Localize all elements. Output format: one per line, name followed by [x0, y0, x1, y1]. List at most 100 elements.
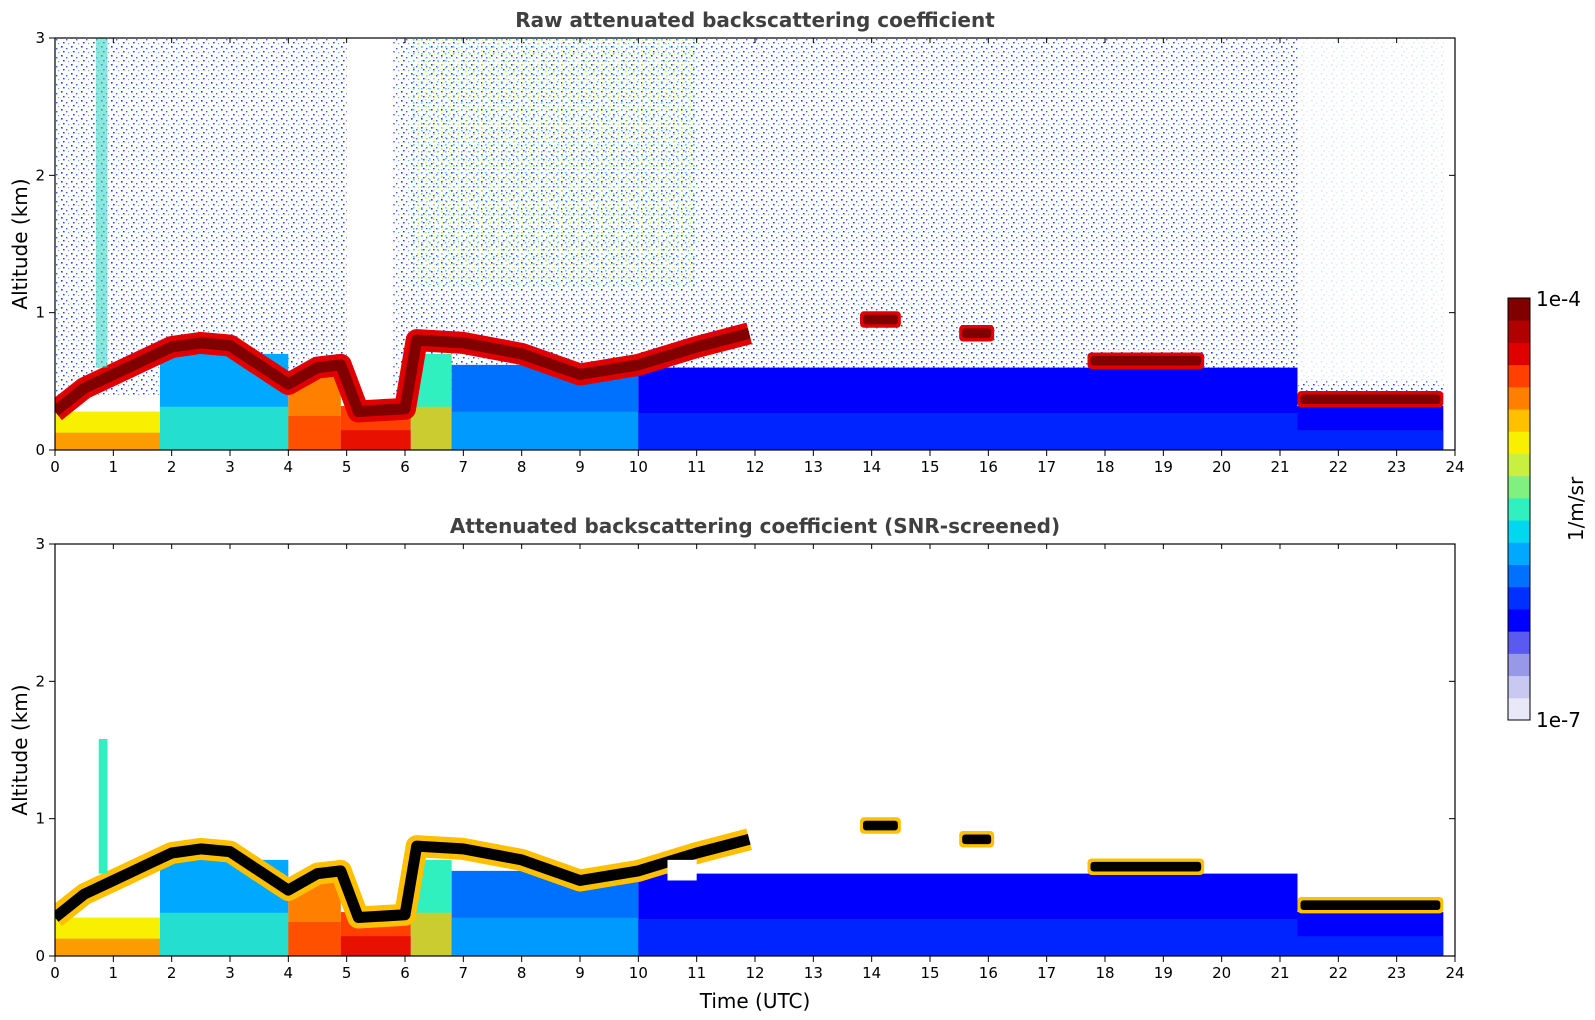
- x-tick-label: 16: [979, 458, 998, 476]
- aerosol-band-core: [55, 938, 160, 956]
- cloud-layer: [55, 327, 751, 417]
- cloud-layer: [55, 833, 751, 923]
- x-tick-label: 11: [687, 964, 706, 982]
- x-tick-label: 23: [1387, 964, 1406, 982]
- colorbar-strip: [1508, 342, 1530, 366]
- screened-gap: [755, 853, 814, 871]
- colorbar-strip: [1508, 697, 1530, 721]
- colorbar-strips: [1508, 298, 1530, 721]
- colorbar-strip: [1508, 386, 1530, 410]
- broken-cloud: [863, 314, 898, 325]
- broken-cloud: [1300, 900, 1441, 910]
- plot-area: [55, 739, 1444, 956]
- x-tick-label: 22: [1329, 964, 1348, 982]
- noise-gap: [346, 38, 394, 396]
- x-tick-label: 0: [50, 964, 60, 982]
- colorbar-strip: [1508, 453, 1530, 477]
- y-axis-label: Altitude (km): [8, 178, 32, 309]
- x-tick-label: 5: [342, 458, 352, 476]
- screened-plume: [98, 739, 108, 874]
- x-tick-label: 10: [629, 964, 648, 982]
- y-tick-label: 0: [35, 441, 45, 459]
- broken-cloud: [1090, 355, 1202, 366]
- colorbar-strip: [1508, 520, 1530, 543]
- x-tick-label: 15: [920, 964, 939, 982]
- colorbar-strip: [1508, 475, 1530, 499]
- colorbar-strip: [1508, 608, 1530, 632]
- x-tick-label: 8: [517, 458, 527, 476]
- x-tick-label: 10: [629, 458, 648, 476]
- x-tick-label: 18: [1095, 964, 1114, 982]
- x-tick-label: 3: [225, 964, 235, 982]
- x-tick-label: 1: [109, 964, 119, 982]
- colorbar-unit-label: 1/m/sr: [1564, 476, 1588, 541]
- aerosol-band-core: [638, 412, 1298, 450]
- raw-backscatter-panel: Raw attenuated backscattering coefficien…: [8, 8, 1465, 476]
- colorbar-strip: [1508, 497, 1530, 521]
- x-tick-label: 9: [575, 458, 585, 476]
- x-tick-label: 24: [1445, 964, 1464, 982]
- x-tick-label: 12: [745, 458, 764, 476]
- x-tick-label: 21: [1270, 458, 1289, 476]
- broken-cloud: [863, 820, 898, 831]
- x-tick-label: 23: [1387, 458, 1406, 476]
- aerosol-band-core: [1297, 936, 1444, 956]
- aerosol-band-core: [638, 918, 1298, 956]
- y-tick-label: 3: [35, 29, 45, 47]
- x-tick-label: 18: [1095, 458, 1114, 476]
- x-tick-label: 15: [920, 458, 939, 476]
- x-tick-label: 4: [284, 458, 294, 476]
- aerosol-band-core: [288, 922, 341, 956]
- y-axis-ticks: 0 1 2 3: [35, 29, 1455, 459]
- noise-gap: [1297, 38, 1444, 382]
- aerosol-band-core: [288, 416, 341, 450]
- x-tick-label: 4: [284, 964, 294, 982]
- colorbar-strip: [1508, 631, 1530, 654]
- aerosol-band-core: [55, 432, 160, 450]
- x-tick-label: 9: [575, 964, 585, 982]
- colorbar-strip: [1508, 653, 1530, 677]
- y-tick-label: 2: [35, 166, 45, 184]
- x-tick-label: 19: [1154, 964, 1173, 982]
- x-tick-label: 3: [225, 458, 235, 476]
- screened-gap: [667, 859, 697, 881]
- colorbar-strip: [1508, 431, 1530, 454]
- y-tick-label: 1: [35, 810, 45, 828]
- x-axis-ticks: 0 1 2 3 4 5 6 7 8 9 10 11 12 13 14 15 16 17 18 19 20 21 22 23 24: [50, 38, 1465, 476]
- x-tick-label: 20: [1212, 458, 1231, 476]
- colorbar-strip: [1508, 564, 1530, 588]
- colorbar-strip: [1508, 320, 1530, 343]
- snr-screened-panel: Attenuated backscattering coefficient (S…: [8, 514, 1465, 1013]
- colorbar-strip: [1508, 298, 1530, 321]
- x-tick-label: 2: [167, 458, 177, 476]
- raw-plume: [95, 38, 108, 368]
- broken-cloud: [962, 328, 992, 339]
- colorbar-frame: [1507, 297, 1531, 721]
- x-tick-label: 8: [517, 964, 527, 982]
- y-axis-label: Altitude (km): [8, 684, 32, 815]
- x-tick-label: 17: [1037, 964, 1056, 982]
- aerosol-band-core: [410, 406, 452, 450]
- y-tick-label: 3: [35, 535, 45, 553]
- aerosol-band-core: [1297, 430, 1444, 450]
- x-tick-label: 2: [167, 964, 177, 982]
- x-tick-label: 13: [804, 458, 823, 476]
- x-tick-label: 16: [979, 964, 998, 982]
- aerosol-band-core: [410, 912, 452, 956]
- x-tick-label: 22: [1329, 458, 1348, 476]
- plot-area: [55, 38, 1444, 450]
- x-tick-label: 17: [1037, 458, 1056, 476]
- colorbar-strip: [1508, 586, 1530, 610]
- colorbar-strip: [1508, 542, 1530, 566]
- x-tick-label: 6: [400, 964, 410, 982]
- x-axis-ticks: 0 1 2 3 4 5 6 7 8 9 10 11 12 13 14 15 16 17 18 19 20 21 22 23 24: [50, 544, 1465, 982]
- x-tick-label: 0: [50, 458, 60, 476]
- colorbar-strip: [1508, 409, 1530, 432]
- broken-cloud: [1090, 861, 1202, 872]
- y-axis-ticks: 0 1 2 3: [35, 535, 1455, 965]
- colorbar-strip: [1508, 364, 1530, 388]
- x-tick-label: 12: [745, 964, 764, 982]
- x-tick-label: 21: [1270, 964, 1289, 982]
- chart-title: Raw attenuated backscattering coefficien…: [515, 8, 995, 32]
